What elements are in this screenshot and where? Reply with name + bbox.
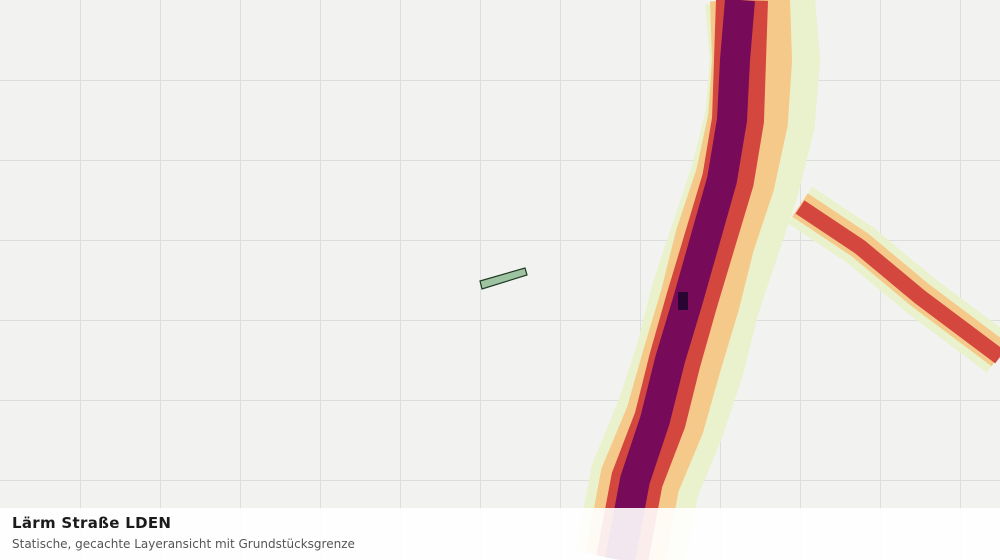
layer-title: Lärm Straße LDEN	[12, 514, 172, 532]
noise-band-high	[795, 200, 1000, 364]
legend-panel: Lärm Straße LDEN Statische, gecachte Lay…	[0, 508, 1000, 560]
parcel-boundary[interactable]	[479, 267, 528, 290]
noise-peak-cell	[678, 292, 688, 310]
noise-band-very-high	[605, 0, 755, 560]
noise-layer	[575, 0, 1000, 560]
layer-subtitle: Statische, gecachte Layeransicht mit Gru…	[12, 537, 355, 551]
